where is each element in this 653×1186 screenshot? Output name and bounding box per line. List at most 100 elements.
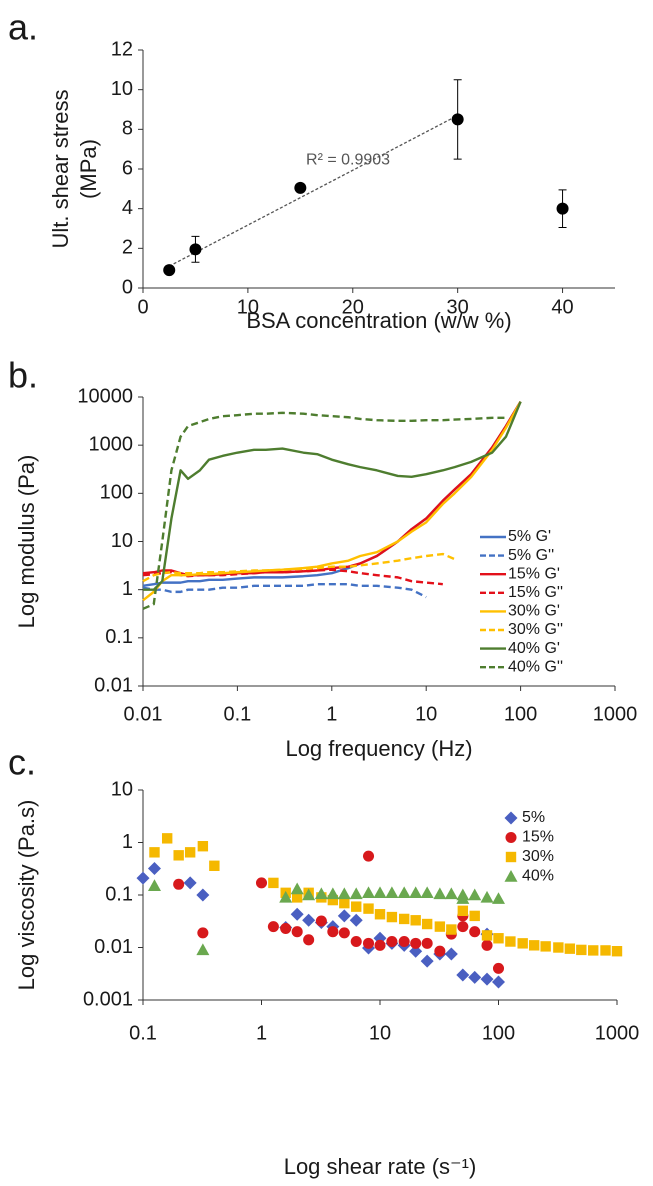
data-point — [409, 944, 423, 958]
data-point — [386, 935, 398, 948]
legend-swatch — [505, 851, 517, 863]
x-tick-label: 30 — [447, 296, 469, 318]
data-point — [420, 886, 434, 899]
data-point — [553, 942, 564, 953]
y-tick-label: 10000 — [77, 385, 133, 407]
data-point — [255, 877, 268, 889]
data-point — [421, 918, 433, 930]
x-tick-label: 20 — [342, 296, 364, 318]
y-tick-label: 1000 — [89, 433, 134, 455]
data-point — [457, 921, 469, 933]
data-point — [373, 886, 387, 899]
data-point — [183, 876, 197, 890]
data-point — [302, 888, 316, 901]
data-point — [189, 243, 202, 256]
data-point — [398, 913, 410, 925]
data-line — [142, 552, 456, 583]
x-axis-title: Log shear rate (s⁻¹) — [284, 1154, 477, 1179]
data-point — [410, 937, 422, 949]
legend-label: 30% G'' — [508, 621, 563, 638]
panel-label: c. — [8, 742, 36, 783]
data-point — [147, 879, 161, 891]
legend-label: 30% — [522, 848, 554, 865]
data-point — [209, 860, 220, 871]
data-point — [556, 202, 569, 215]
data-point — [528, 940, 540, 951]
data-point — [456, 892, 470, 904]
x-tick-label: 40 — [551, 296, 573, 318]
data-point — [173, 850, 184, 861]
x-axis-title: BSA concentration (w/w %) — [246, 308, 511, 333]
y-tick-label: 0.001 — [83, 988, 133, 1010]
panel-label: a. — [8, 7, 38, 48]
data-point — [456, 968, 470, 982]
y-tick-label: 10 — [111, 530, 133, 552]
data-point — [339, 897, 350, 909]
data-point — [397, 886, 411, 899]
x-tick-label: 100 — [482, 1022, 515, 1044]
data-line — [142, 401, 522, 577]
trendline — [168, 114, 458, 267]
x-tick-label: 100 — [504, 703, 537, 725]
data-point — [327, 926, 339, 938]
data-point — [149, 847, 160, 858]
data-point — [505, 936, 516, 947]
data-point — [303, 934, 315, 946]
data-point — [184, 847, 196, 858]
data-point — [433, 887, 447, 900]
x-tick-label: 10 — [369, 1022, 391, 1044]
data-point — [350, 935, 362, 948]
data-point — [576, 944, 587, 956]
data-point — [492, 975, 505, 989]
legend-label: 15% G' — [508, 565, 560, 582]
data-point — [267, 921, 279, 933]
data-point — [291, 926, 303, 938]
data-point — [161, 833, 173, 844]
y-tick-label: 10 — [111, 778, 133, 800]
legend-label: 5% — [522, 809, 545, 826]
data-point — [136, 871, 150, 885]
y-tick-label: 4 — [122, 197, 133, 219]
data-point — [374, 939, 386, 951]
data-point — [314, 887, 328, 900]
data-point — [327, 894, 339, 906]
x-tick-label: 1000 — [593, 703, 638, 725]
x-tick-label: 0.01 — [124, 703, 163, 725]
data-point — [480, 890, 494, 903]
data-point — [196, 943, 210, 956]
x-tick-label: 0.1 — [223, 703, 251, 725]
y-tick-label: 12 — [111, 38, 133, 60]
data-point — [337, 887, 351, 900]
x-tick-label: 1000 — [595, 1022, 640, 1044]
data-point — [588, 945, 599, 956]
data-point — [540, 941, 551, 952]
y-tick-label: 1 — [122, 578, 133, 600]
data-point — [421, 937, 433, 949]
panel-label: b. — [8, 355, 38, 396]
data-point — [492, 892, 505, 904]
data-point — [302, 913, 316, 927]
data-point — [480, 972, 494, 986]
y-tick-label: 100 — [100, 482, 133, 504]
data-point — [386, 911, 398, 923]
y-tick-label: 8 — [122, 118, 133, 140]
y-tick-label: 0.1 — [105, 626, 133, 648]
x-tick-label: 10 — [237, 296, 259, 318]
data-point — [362, 886, 376, 899]
data-point — [326, 887, 340, 900]
data-point — [362, 850, 375, 862]
data-point — [409, 886, 423, 899]
data-point — [446, 924, 457, 935]
data-point — [468, 888, 482, 901]
x-tick-label: 0.1 — [129, 1022, 157, 1044]
data-point — [517, 938, 528, 949]
data-point — [451, 113, 464, 126]
data-point — [444, 887, 458, 900]
legend-label: 15% — [522, 829, 554, 846]
data-point — [600, 945, 611, 956]
data-point — [492, 962, 505, 974]
legend-label: 15% G'' — [508, 584, 563, 601]
legend-label: 40% — [522, 868, 554, 885]
data-point — [434, 921, 446, 932]
data-point — [362, 937, 375, 949]
